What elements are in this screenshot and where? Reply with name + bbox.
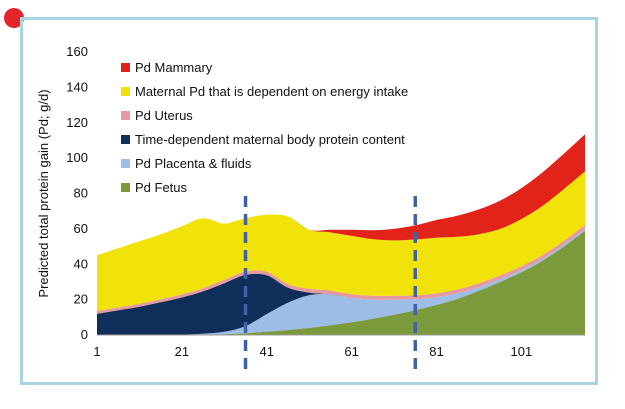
area-series-4 <box>97 171 585 311</box>
legend-label: Time-dependent maternal body protein con… <box>135 132 405 147</box>
x-tick-label: 101 <box>510 344 532 359</box>
area-series-0 <box>97 230 585 336</box>
y-tick-label: 80 <box>74 186 88 201</box>
legend-swatch <box>121 183 130 192</box>
area-series-5 <box>97 134 585 256</box>
x-tick-label: 81 <box>429 344 443 359</box>
legend-swatch <box>121 135 130 144</box>
x-tick-label: 61 <box>344 344 358 359</box>
y-tick-label: 140 <box>66 79 88 94</box>
x-tick-label: 1 <box>93 344 100 359</box>
stage-divider-lines <box>243 196 418 372</box>
area-series-1 <box>97 228 585 336</box>
y-tick-labels: 0 20 40 60 80 100 120 140 160 <box>66 44 88 342</box>
legend-label: Pd Placenta & fluids <box>135 156 252 171</box>
red-dot-marker <box>4 8 24 28</box>
y-tick-label: 120 <box>66 115 88 130</box>
y-tick-label: 0 <box>81 327 88 342</box>
area-layers <box>97 134 585 336</box>
y-axis-label: Predicted total protein gain (Pd; g/d) <box>36 89 51 297</box>
y-tick-label: 20 <box>74 292 88 307</box>
legend-swatch <box>121 159 130 168</box>
area-series-3 <box>97 225 585 314</box>
legend-label: Pd Uterus <box>135 108 193 123</box>
y-tick-label: 160 <box>66 44 88 59</box>
x-tick-label: 21 <box>175 344 189 359</box>
y-tick-label: 40 <box>74 256 88 271</box>
area-series-2 <box>97 228 585 336</box>
legend-swatch <box>121 111 130 120</box>
legend-swatch <box>121 87 130 96</box>
figure-frame <box>20 17 598 385</box>
legend: Pd Mammary Maternal Pd that is dependent … <box>121 60 408 195</box>
legend-label: Maternal Pd that is dependent on energy … <box>135 84 408 99</box>
y-tick-label: 60 <box>74 221 88 236</box>
y-tick-label: 100 <box>66 150 88 165</box>
x-tick-label: 41 <box>260 344 274 359</box>
legend-swatch <box>121 63 130 72</box>
legend-label: Pd Mammary <box>135 60 213 75</box>
x-tick-labels: 1 21 41 61 81 101 <box>93 344 532 359</box>
legend-label: Pd Fetus <box>135 180 188 195</box>
